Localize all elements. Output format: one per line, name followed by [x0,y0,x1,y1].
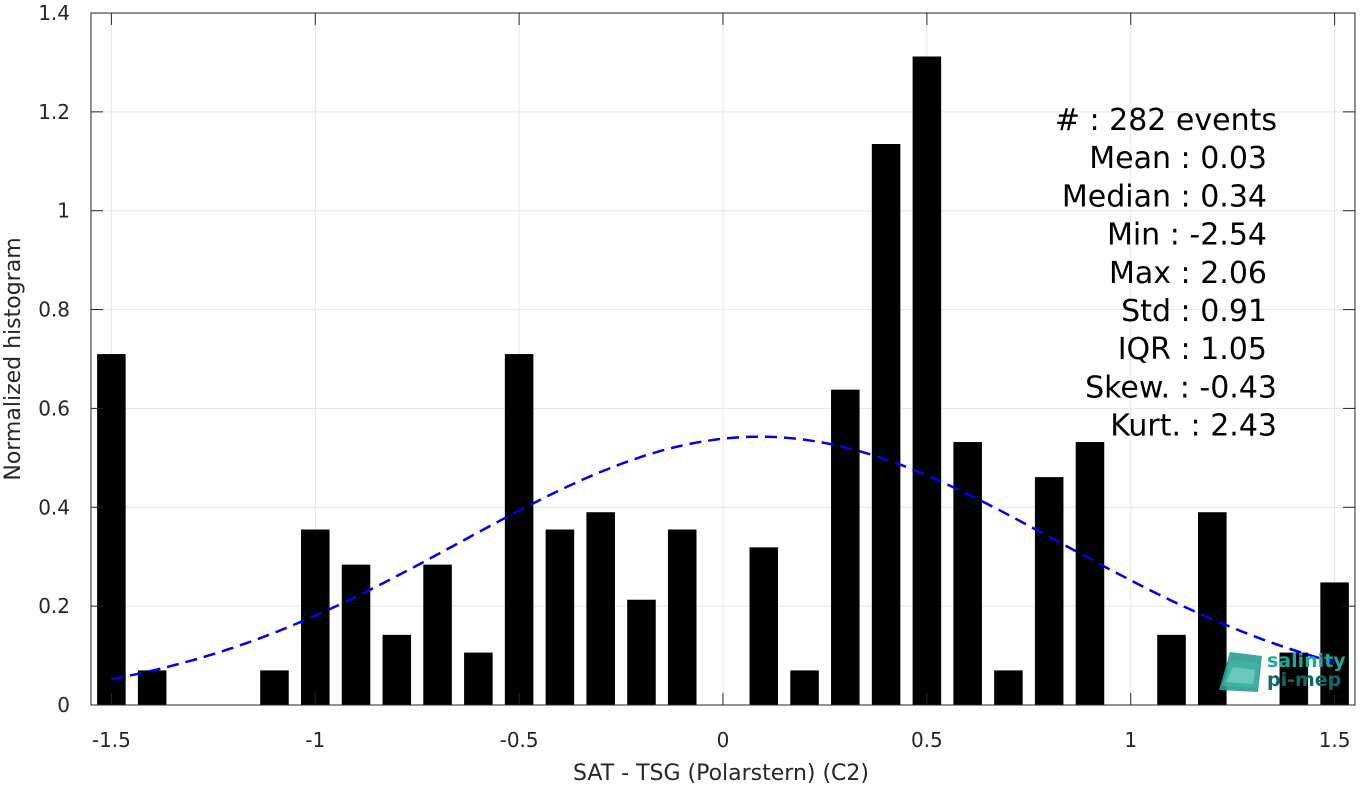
logo-text-pi-mep: pi-mep [1267,669,1341,691]
histogram-bar [260,670,289,705]
y-tick-label: 1.4 [38,1,70,25]
histogram-bar [953,442,982,705]
histogram-bars [97,56,1349,706]
histogram-bar [994,670,1023,705]
logo-text-salinity: salinity [1267,650,1346,672]
histogram-bar [300,529,330,705]
x-axis-label: SAT - TSG (Polarstern) (C2) [573,761,869,785]
histogram-bar [504,354,534,705]
histogram-bar [545,529,575,705]
histogram-bar [627,599,656,705]
y-tick-label: 0.6 [38,396,70,420]
histogram-bar [749,547,779,705]
histogram-bar [137,670,167,705]
stat-line: Max : 2.06 [1109,256,1267,291]
x-axis-ticks: -1.5 -1 -0.5 0 0.5 1 1.5 [92,13,1351,752]
histogram-bar [790,670,819,705]
salinity-pi-mep-logo: salinity pi-mep [1219,650,1346,692]
histogram-bar [1198,512,1227,705]
y-tick-label: 0 [57,693,70,717]
histogram-bar [667,529,697,705]
histogram-bar [341,564,371,705]
x-tick-label: -1.5 [92,728,131,752]
histogram-bar [586,512,615,705]
histogram-bar [1034,477,1064,705]
stat-line: Mean : 0.03 [1089,141,1267,176]
histogram-bar [1075,442,1105,705]
stat-line: Median : 0.34 [1062,179,1267,214]
y-tick-label: 0.4 [38,495,70,519]
histogram-bar [97,354,126,705]
stat-line: Std : 0.91 [1121,294,1267,329]
histogram-bar [871,143,901,705]
stat-line: Kurt. : 2.43 [1110,409,1277,444]
histogram-bar [1320,582,1349,705]
stat-line: IQR : 1.05 [1118,332,1267,367]
histogram-bar [1157,634,1186,705]
x-tick-label: 1.5 [1319,728,1351,752]
wave-icon [1219,652,1262,692]
histogram-bar [382,634,412,705]
y-axis-label: Normalized histogram [1,237,26,480]
x-tick-label: -0.5 [500,728,539,752]
normal-fit-curve [111,435,1335,681]
stat-line: Skew. : -0.43 [1085,370,1277,405]
x-tick-label: -1 [305,728,325,752]
histogram-bar [464,652,493,705]
grid-lines [91,12,1355,706]
histogram-bar [1279,652,1309,705]
histogram-bar [831,389,860,705]
y-axis-ticks: 0 0.2 0.4 0.6 0.8 1 1.2 1.4 [38,1,1355,717]
x-tick-label: 0 [717,728,730,752]
y-tick-label: 0.8 [38,298,70,322]
histogram-bar [423,564,452,705]
y-tick-label: 1.2 [38,100,70,124]
x-tick-label: 0.5 [911,728,943,752]
stat-line: Min : -2.54 [1107,218,1267,253]
y-tick-label: 0.2 [38,594,70,618]
histogram-bar [912,56,942,706]
y-tick-label: 1 [57,199,70,223]
x-tick-label: 1 [1124,728,1137,752]
stat-line: # : 282 events [1055,103,1277,138]
